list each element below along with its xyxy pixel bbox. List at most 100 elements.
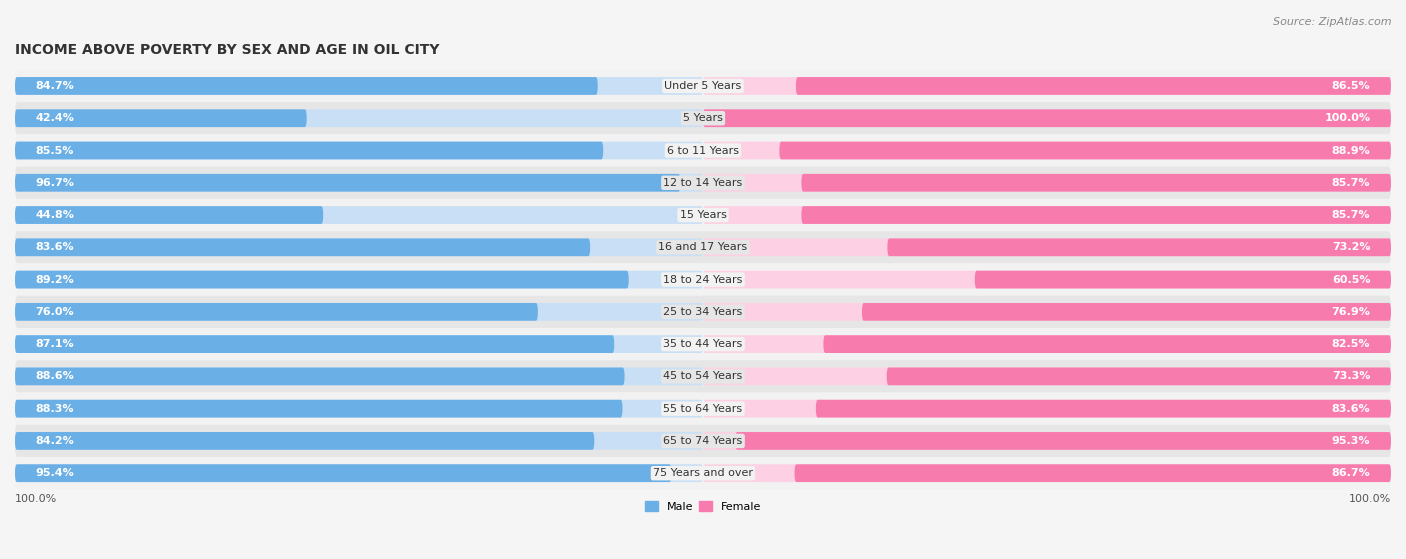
FancyBboxPatch shape (15, 432, 703, 450)
FancyBboxPatch shape (15, 432, 595, 450)
FancyBboxPatch shape (15, 303, 538, 321)
FancyBboxPatch shape (15, 328, 1391, 360)
FancyBboxPatch shape (15, 70, 1391, 102)
Text: Source: ZipAtlas.com: Source: ZipAtlas.com (1274, 17, 1392, 27)
FancyBboxPatch shape (15, 400, 623, 418)
FancyBboxPatch shape (15, 141, 703, 159)
FancyBboxPatch shape (15, 400, 703, 418)
FancyBboxPatch shape (794, 465, 1391, 482)
FancyBboxPatch shape (15, 110, 703, 127)
FancyBboxPatch shape (15, 457, 1391, 489)
FancyBboxPatch shape (15, 239, 591, 256)
FancyBboxPatch shape (15, 367, 703, 385)
Text: 85.7%: 85.7% (1331, 210, 1371, 220)
FancyBboxPatch shape (887, 239, 1391, 256)
FancyBboxPatch shape (15, 77, 598, 95)
Text: 42.4%: 42.4% (35, 113, 75, 123)
Text: 76.9%: 76.9% (1331, 307, 1371, 317)
Text: Under 5 Years: Under 5 Years (665, 81, 741, 91)
FancyBboxPatch shape (703, 303, 1391, 321)
FancyBboxPatch shape (15, 199, 1391, 231)
FancyBboxPatch shape (862, 303, 1391, 321)
Text: 88.3%: 88.3% (35, 404, 75, 414)
FancyBboxPatch shape (15, 110, 307, 127)
FancyBboxPatch shape (703, 271, 1391, 288)
Text: 83.6%: 83.6% (1331, 404, 1371, 414)
Text: 87.1%: 87.1% (35, 339, 75, 349)
Text: INCOME ABOVE POVERTY BY SEX AND AGE IN OIL CITY: INCOME ABOVE POVERTY BY SEX AND AGE IN O… (15, 43, 440, 57)
FancyBboxPatch shape (15, 102, 1391, 134)
Legend: Male, Female: Male, Female (640, 497, 766, 516)
Text: 84.7%: 84.7% (35, 81, 75, 91)
Text: 76.0%: 76.0% (35, 307, 75, 317)
Text: 45 to 54 Years: 45 to 54 Years (664, 371, 742, 381)
Text: 85.7%: 85.7% (1331, 178, 1371, 188)
Text: 6 to 11 Years: 6 to 11 Years (666, 145, 740, 155)
FancyBboxPatch shape (15, 335, 614, 353)
FancyBboxPatch shape (703, 141, 1391, 159)
Text: 73.3%: 73.3% (1331, 371, 1371, 381)
Text: 15 Years: 15 Years (679, 210, 727, 220)
FancyBboxPatch shape (15, 174, 681, 192)
Text: 5 Years: 5 Years (683, 113, 723, 123)
FancyBboxPatch shape (703, 465, 1391, 482)
FancyBboxPatch shape (735, 432, 1391, 450)
Text: 16 and 17 Years: 16 and 17 Years (658, 242, 748, 252)
Text: 44.8%: 44.8% (35, 210, 75, 220)
FancyBboxPatch shape (15, 296, 1391, 328)
FancyBboxPatch shape (15, 360, 1391, 392)
Text: 95.4%: 95.4% (35, 468, 75, 478)
Text: 88.6%: 88.6% (35, 371, 75, 381)
FancyBboxPatch shape (15, 206, 703, 224)
Text: 18 to 24 Years: 18 to 24 Years (664, 274, 742, 285)
FancyBboxPatch shape (15, 77, 703, 95)
FancyBboxPatch shape (703, 335, 1391, 353)
Text: 100.0%: 100.0% (1348, 494, 1391, 504)
FancyBboxPatch shape (15, 141, 603, 159)
Text: 96.7%: 96.7% (35, 178, 75, 188)
FancyBboxPatch shape (801, 174, 1391, 192)
Text: 60.5%: 60.5% (1331, 274, 1371, 285)
Text: 73.2%: 73.2% (1331, 242, 1371, 252)
Text: 100.0%: 100.0% (1324, 113, 1371, 123)
Text: 55 to 64 Years: 55 to 64 Years (664, 404, 742, 414)
FancyBboxPatch shape (15, 367, 624, 385)
FancyBboxPatch shape (703, 367, 1391, 385)
FancyBboxPatch shape (796, 77, 1391, 95)
Text: 35 to 44 Years: 35 to 44 Years (664, 339, 742, 349)
FancyBboxPatch shape (703, 77, 1391, 95)
Text: 88.9%: 88.9% (1331, 145, 1371, 155)
FancyBboxPatch shape (15, 271, 703, 288)
Text: 83.6%: 83.6% (35, 242, 75, 252)
Text: 85.5%: 85.5% (35, 145, 75, 155)
FancyBboxPatch shape (15, 167, 1391, 199)
FancyBboxPatch shape (703, 174, 1391, 192)
FancyBboxPatch shape (15, 239, 703, 256)
Text: 100.0%: 100.0% (15, 494, 58, 504)
FancyBboxPatch shape (703, 110, 1391, 127)
FancyBboxPatch shape (887, 367, 1391, 385)
FancyBboxPatch shape (779, 141, 1391, 159)
FancyBboxPatch shape (15, 425, 1391, 457)
Text: 95.3%: 95.3% (1331, 436, 1371, 446)
FancyBboxPatch shape (815, 400, 1391, 418)
FancyBboxPatch shape (703, 110, 1391, 127)
FancyBboxPatch shape (801, 206, 1391, 224)
FancyBboxPatch shape (974, 271, 1391, 288)
Text: 65 to 74 Years: 65 to 74 Years (664, 436, 742, 446)
FancyBboxPatch shape (703, 432, 1391, 450)
FancyBboxPatch shape (703, 206, 1391, 224)
Text: 25 to 34 Years: 25 to 34 Years (664, 307, 742, 317)
Text: 82.5%: 82.5% (1331, 339, 1371, 349)
FancyBboxPatch shape (15, 335, 703, 353)
FancyBboxPatch shape (15, 206, 323, 224)
FancyBboxPatch shape (15, 271, 628, 288)
FancyBboxPatch shape (703, 400, 1391, 418)
FancyBboxPatch shape (15, 465, 703, 482)
FancyBboxPatch shape (824, 335, 1391, 353)
FancyBboxPatch shape (703, 239, 1391, 256)
FancyBboxPatch shape (15, 303, 703, 321)
Text: 86.5%: 86.5% (1331, 81, 1371, 91)
FancyBboxPatch shape (15, 263, 1391, 296)
FancyBboxPatch shape (15, 134, 1391, 167)
